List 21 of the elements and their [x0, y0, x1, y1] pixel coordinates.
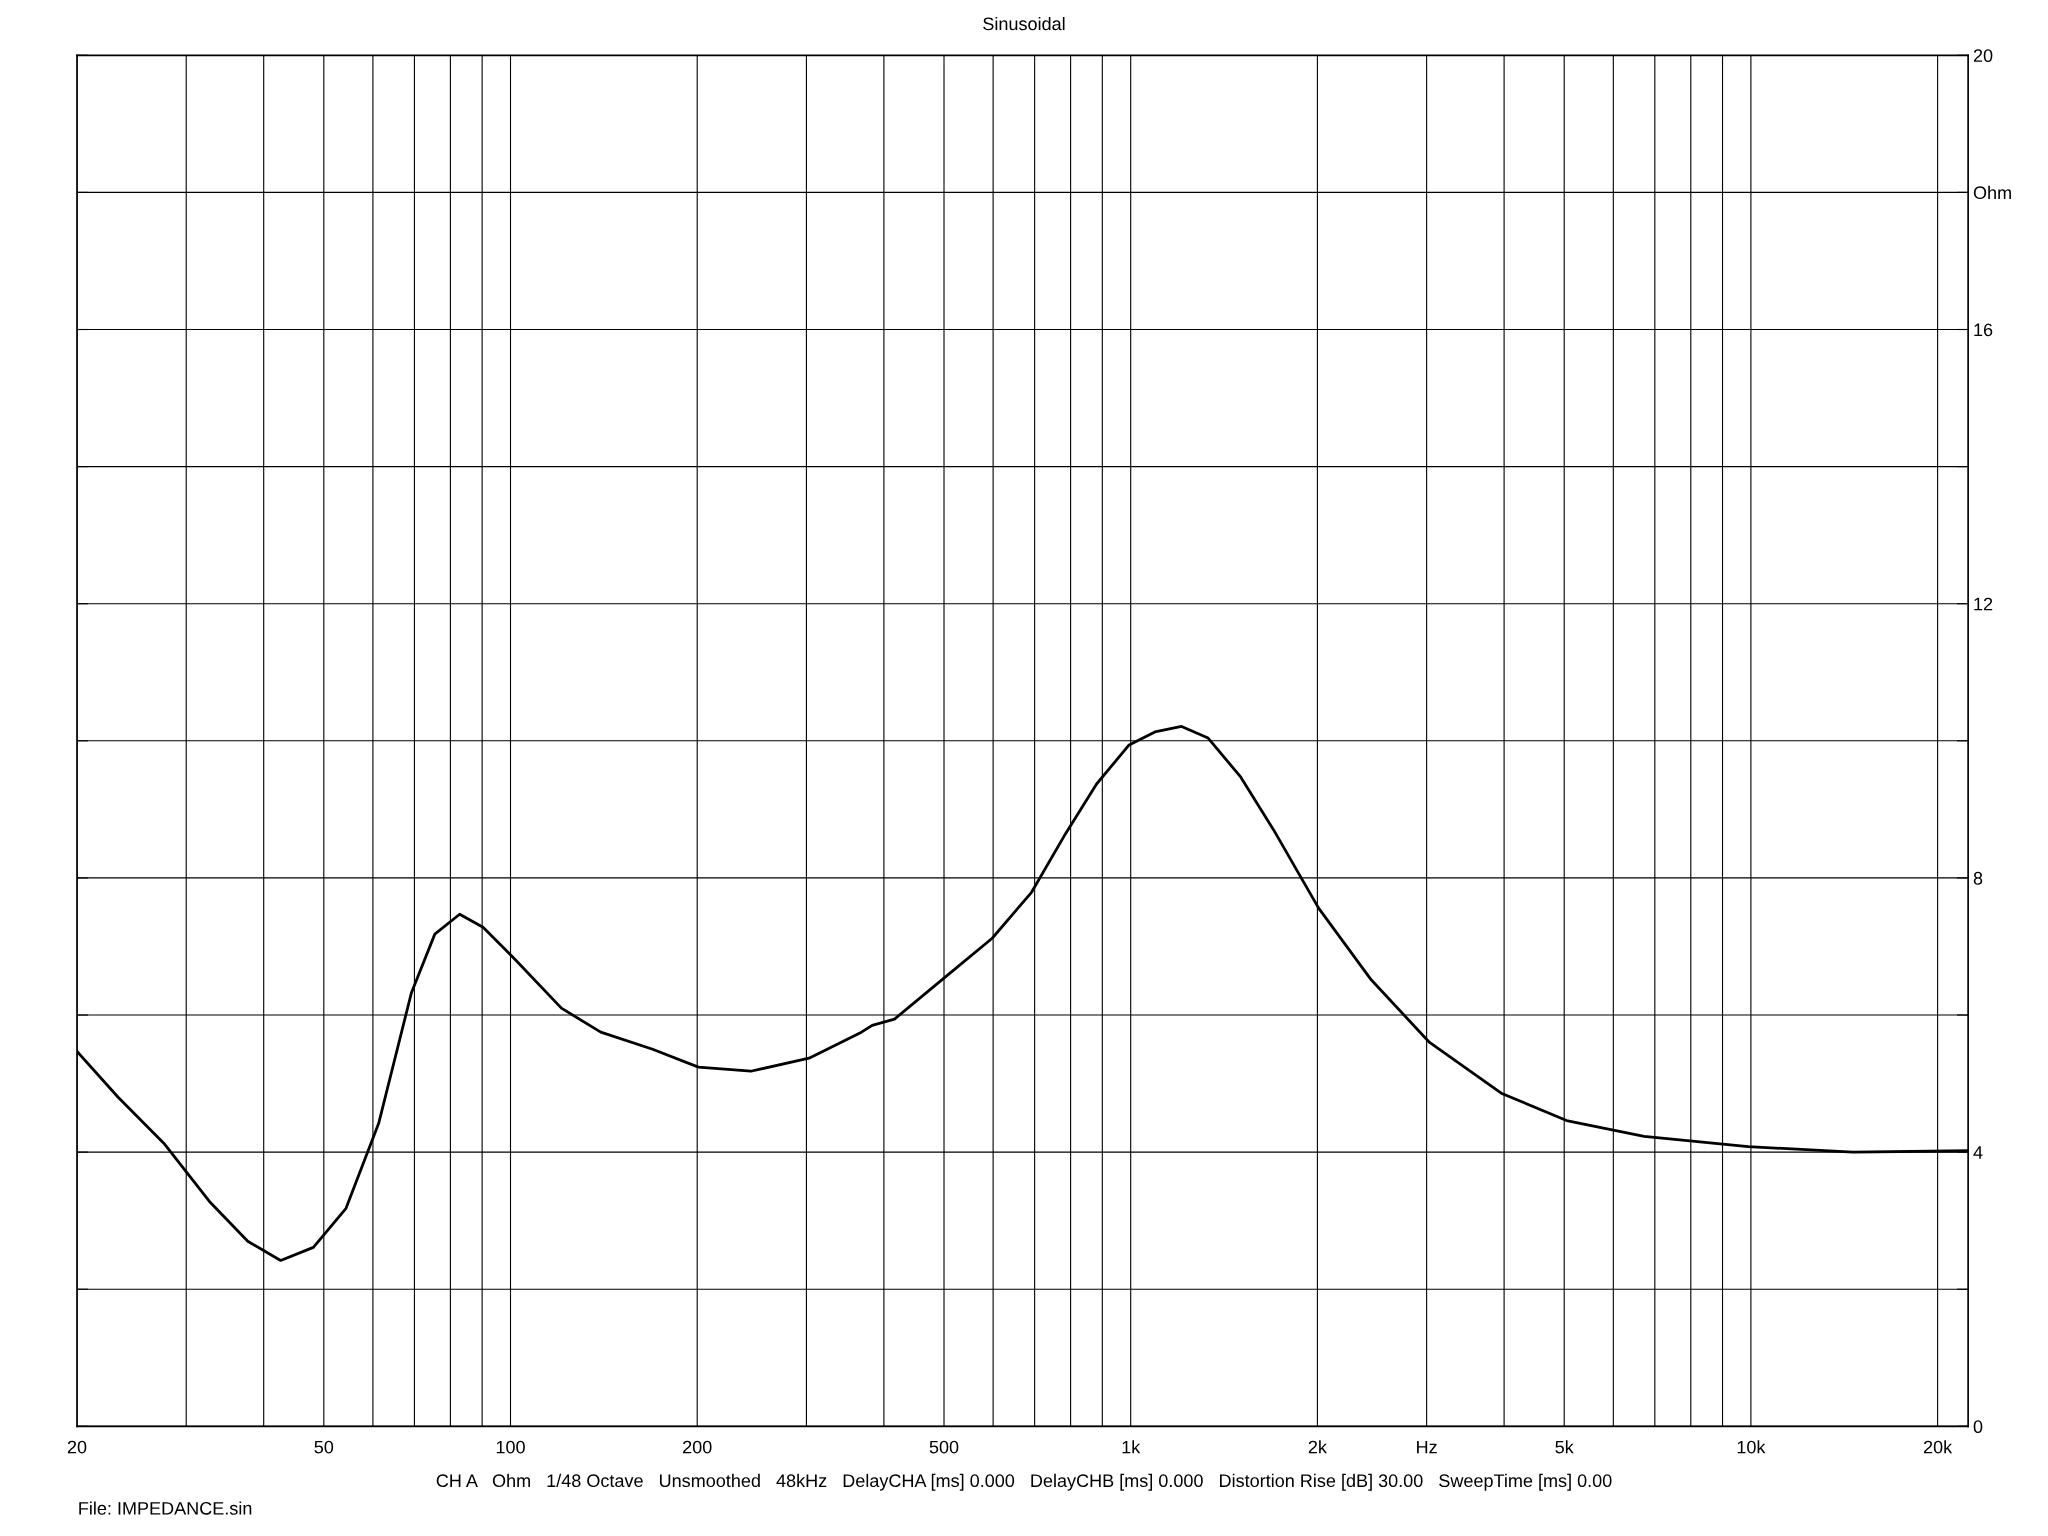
x-tick-label: 50	[314, 1440, 334, 1454]
y-tick-label: 20	[1973, 49, 1993, 63]
x-tick-label: 2k	[1308, 1440, 1327, 1454]
x-tick-label: 1k	[1122, 1440, 1141, 1454]
x-tick-label: 20k	[1923, 1440, 1953, 1454]
chart-title: Sinusoidal	[983, 16, 1065, 31]
y-tick-label: 0	[1973, 1420, 1983, 1434]
x-tick-label: 500	[929, 1440, 959, 1454]
y-tick-label: 4	[1973, 1146, 1983, 1159]
text: File: IMPEDANCE.sin	[79, 1501, 252, 1515]
x-tick-label: Hz	[1417, 1440, 1437, 1454]
y-tick-label: 16	[1974, 323, 1993, 337]
x-tick-label: 5k	[1555, 1440, 1574, 1454]
y-tick-label: 12	[1974, 597, 1993, 611]
x-tick-label: 200	[683, 1440, 712, 1454]
x-tick-label: 20	[67, 1440, 87, 1454]
y-tick-label: 8	[1973, 871, 1983, 885]
x-tick-label: 100	[496, 1440, 525, 1454]
x-tick-label: 10k	[1737, 1440, 1766, 1454]
text: CH A Ohm 1/48 Octave Unsmoothed 48kHz DelayCHA [ms] 0.000 DelayCHB [ms] 0.000 Distortion Rise [dB] 30.00 SweepTime [ms] 0.00	[436, 1473, 1612, 1491]
y-tick-label: Ohm	[1973, 185, 2011, 200]
